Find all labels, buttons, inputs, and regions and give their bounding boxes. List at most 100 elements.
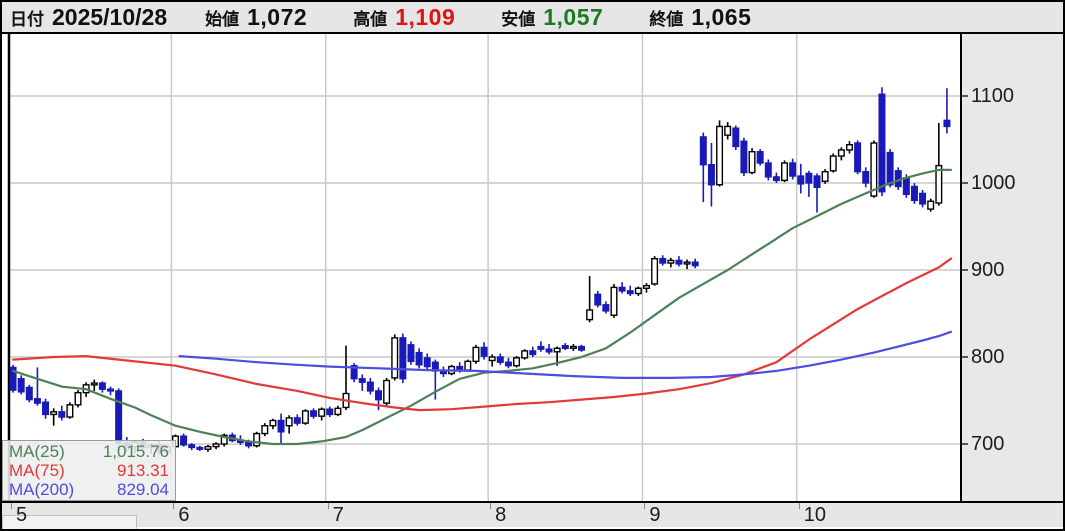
- candle-bull: [66, 404, 74, 418]
- candle-bear: [374, 390, 382, 401]
- candle-bull: [748, 150, 756, 174]
- candle-bull: [90, 382, 98, 386]
- candle-bull: [521, 350, 529, 359]
- candle-bear: [626, 290, 634, 295]
- candle-bull: [642, 284, 650, 289]
- date-value: 2025/10/28: [52, 3, 168, 30]
- candle-bull: [829, 155, 837, 172]
- ma25-legend-row: MA(25) 1,015.76: [3, 442, 175, 461]
- candle-bull: [870, 142, 878, 197]
- candle-bull: [212, 443, 220, 448]
- x-axis-label: 6: [178, 504, 190, 526]
- candle-bear: [594, 293, 602, 306]
- candle-bull: [318, 408, 326, 417]
- chart-plot-area[interactable]: MA(25) 1,015.76 MA(75) 913.31 MA(200) 82…: [2, 34, 960, 501]
- candle-bull: [683, 261, 691, 265]
- candle-bear: [180, 435, 188, 446]
- candle-bear: [415, 351, 423, 366]
- ma75-label: MA(75): [9, 461, 65, 480]
- candle-bear: [9, 366, 17, 391]
- y-axis-tick: [962, 95, 968, 97]
- x-axis-tick: [798, 503, 800, 509]
- ma25-value: 1,015.76: [102, 442, 169, 461]
- candle-bear: [805, 172, 813, 184]
- candle-bear: [740, 140, 748, 174]
- y-axis-tick: [962, 356, 968, 358]
- candle-bear: [42, 401, 50, 416]
- candle-bear: [772, 176, 780, 182]
- candle-bear: [358, 378, 366, 383]
- candle-bull: [269, 419, 277, 427]
- quote-header: 日付 2025/10/28 始値 1,072 高値 1,109 安値 1,057…: [2, 2, 1063, 34]
- candle-bull: [334, 407, 342, 416]
- candle-bear: [25, 386, 33, 401]
- candle-bull: [488, 356, 496, 362]
- candle-bear: [878, 93, 886, 193]
- candle-bull: [513, 357, 521, 367]
- candle-bull: [667, 259, 675, 264]
- bottom-left-panel: [2, 515, 137, 529]
- candle-bull: [383, 379, 391, 404]
- candle-bear: [496, 356, 504, 363]
- candle-bull: [253, 432, 261, 447]
- candle-bull: [553, 347, 561, 353]
- candle-bear: [797, 175, 805, 185]
- candle-bear: [732, 127, 740, 148]
- candle-bull: [935, 164, 943, 204]
- candle-bull: [634, 287, 642, 295]
- candle-bear: [699, 136, 707, 166]
- candle-bear: [277, 419, 285, 433]
- ma200-value: 829.04: [117, 480, 169, 499]
- candle-bull: [586, 309, 594, 321]
- candle-bear: [58, 411, 66, 418]
- candle-bear: [480, 346, 488, 357]
- y-axis-label: 700: [971, 433, 1005, 455]
- candle-bear: [107, 388, 115, 392]
- y-axis-tick: [962, 182, 968, 184]
- candle-bear: [602, 304, 610, 312]
- x-axis-label: 10: [803, 504, 826, 526]
- candle-bear: [293, 417, 301, 424]
- candle-bear: [366, 381, 374, 392]
- ma200-label: MA(200): [9, 480, 75, 499]
- chart-canvas[interactable]: [2, 34, 960, 501]
- x-axis-tick: [490, 503, 492, 509]
- price-axis: 700 800 900 1000 1100: [960, 34, 1063, 501]
- candle-bull: [204, 445, 212, 450]
- candle-bear: [33, 398, 41, 404]
- candle-bear: [756, 150, 764, 164]
- ma75-legend-row: MA(75) 913.31: [3, 461, 175, 480]
- x-axis-tick: [644, 503, 646, 509]
- candle-bear: [545, 348, 553, 353]
- y-axis-label: 800: [971, 346, 1005, 368]
- x-axis-tick: [11, 503, 12, 509]
- candle-bear: [561, 344, 569, 350]
- high-label: 高値: [353, 9, 388, 29]
- candle-bear: [504, 361, 512, 367]
- ma-legend: MA(25) 1,015.76 MA(75) 913.31 MA(200) 82…: [2, 440, 176, 501]
- date-label: 日付: [10, 9, 44, 29]
- candle-bull: [391, 337, 399, 379]
- candle-bull: [74, 391, 82, 406]
- candle-bull: [261, 425, 269, 435]
- open-value: 1,072: [247, 3, 308, 30]
- candle-bear: [423, 357, 431, 368]
- candle-bull: [651, 257, 659, 285]
- candle-bear: [245, 441, 253, 447]
- candle-bear: [659, 257, 667, 264]
- candle-bear: [399, 337, 407, 380]
- candle-bull: [716, 125, 724, 186]
- candle-bear: [326, 408, 334, 416]
- candle-bull: [472, 346, 480, 363]
- candle-bull: [464, 360, 472, 371]
- y-axis-label: 1100: [971, 85, 1015, 107]
- candle-bear: [886, 151, 894, 186]
- candle-bear: [910, 185, 918, 202]
- candle-bear: [196, 446, 204, 450]
- candle-bear: [854, 142, 862, 173]
- candle-bull: [301, 410, 309, 424]
- candle-bear: [578, 345, 586, 351]
- x-axis-label: 5: [16, 504, 28, 526]
- ma-line-MA(75): [12, 257, 953, 412]
